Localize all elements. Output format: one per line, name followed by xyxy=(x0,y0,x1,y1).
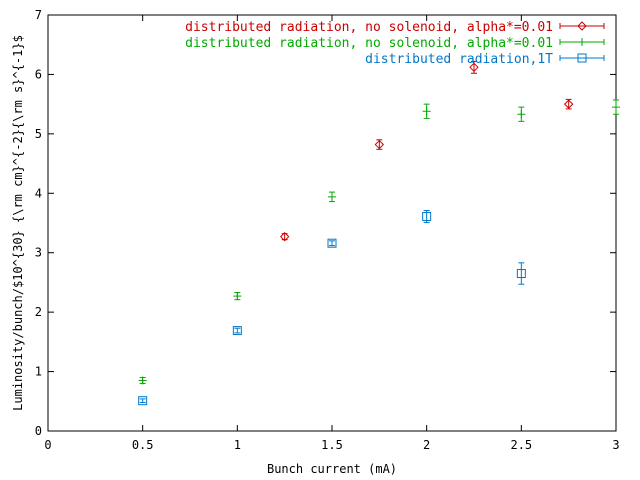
y-tick-label: 2 xyxy=(35,305,42,319)
x-axis-label: Bunch current (mA) xyxy=(267,462,397,476)
legend-label: distributed radiation, no solenoid, alph… xyxy=(185,20,553,35)
data-point xyxy=(422,103,431,119)
y-axis: 0 1 2 3 4 5 6 7 xyxy=(35,8,616,438)
point-marker xyxy=(577,21,587,31)
point-marker xyxy=(577,53,587,63)
y-tick-label: 5 xyxy=(35,127,42,141)
point-marker xyxy=(469,62,479,73)
legend-label: distributed radiation, no solenoid, alph… xyxy=(185,36,553,51)
data-point xyxy=(374,139,385,150)
data-point xyxy=(138,396,148,406)
point-marker xyxy=(279,231,290,242)
point-marker xyxy=(327,238,337,248)
point-marker xyxy=(516,269,526,279)
data-point xyxy=(422,210,432,223)
data-point xyxy=(563,98,574,110)
x-tick-label: 2 xyxy=(423,438,430,452)
y-tick-label: 4 xyxy=(35,186,42,200)
data-point xyxy=(279,231,290,242)
data-point xyxy=(469,60,479,74)
data-point xyxy=(327,238,337,248)
y-tick-label: 3 xyxy=(35,246,42,260)
y-axis-label: Luminosity/bunch/$10^{30} {\rm cm}^{-2}{… xyxy=(11,35,25,411)
y-tick-label: 0 xyxy=(35,424,42,438)
x-axis: 0 0.5 1 1.5 2 2.5 3 xyxy=(44,15,620,452)
data-point xyxy=(232,326,242,336)
x-tick-label: 1.5 xyxy=(321,438,343,452)
point-marker xyxy=(374,139,385,150)
data-point xyxy=(517,106,526,122)
point-marker xyxy=(563,99,574,109)
series-1 xyxy=(138,99,620,385)
x-tick-label: 0.5 xyxy=(132,438,154,452)
data-point xyxy=(138,376,147,385)
data-point xyxy=(233,292,242,301)
data-point xyxy=(328,191,336,203)
series-0 xyxy=(279,60,574,242)
data-marks xyxy=(138,60,620,406)
series-2 xyxy=(138,210,526,406)
point-marker xyxy=(232,326,242,336)
legend-label: distributed radiation,1T xyxy=(365,52,553,67)
y-tick-label: 1 xyxy=(35,365,42,379)
x-tick-label: 3 xyxy=(612,438,619,452)
plot-border xyxy=(47,14,617,432)
y-tick-label: 6 xyxy=(35,67,42,81)
x-tick-label: 2.5 xyxy=(510,438,532,452)
point-marker xyxy=(422,211,432,221)
point-marker xyxy=(138,396,148,406)
x-tick-label: 1 xyxy=(234,438,241,452)
data-point xyxy=(516,262,526,285)
plot-frame xyxy=(47,14,617,432)
data-point xyxy=(612,99,620,115)
y-tick-label: 7 xyxy=(35,8,42,22)
x-tick-label: 0 xyxy=(44,438,51,452)
legend: distributed radiation, no solenoid, alph… xyxy=(185,20,605,67)
